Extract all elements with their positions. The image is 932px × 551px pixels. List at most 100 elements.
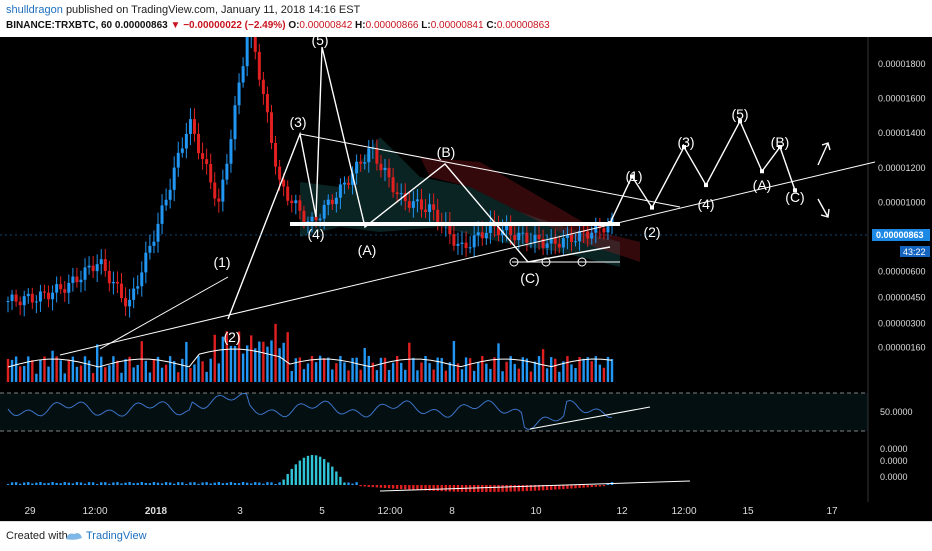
candle-body [63, 289, 66, 293]
macd-bar [505, 485, 507, 492]
macd-bar [509, 485, 511, 492]
candle-body [424, 210, 427, 212]
volume-bar [469, 358, 471, 382]
volume-bar [611, 359, 613, 382]
volume-bar [242, 354, 244, 382]
wave-label: (B) [771, 134, 790, 150]
tradingview-brand-link[interactable]: TradingView [86, 530, 147, 542]
macd-bar [355, 482, 357, 485]
volume-bar [315, 362, 317, 382]
volume-bar [128, 357, 130, 382]
macd-bar [161, 483, 163, 485]
macd-bar [258, 483, 260, 485]
volume-bar [331, 369, 333, 382]
macd-bar [445, 485, 447, 491]
macd-bar [72, 483, 74, 485]
volume-bar [120, 373, 122, 382]
volume-bar [282, 343, 284, 382]
volume-bar [509, 356, 511, 382]
macd-bar [116, 482, 118, 485]
volume-bar [420, 362, 422, 382]
candle-body [428, 204, 431, 212]
volume-bar [201, 361, 203, 382]
up-arrow-icon [818, 143, 830, 165]
macd-bar [55, 483, 57, 485]
x-tick-label: 12:00 [671, 506, 696, 517]
wave-label: (3) [677, 134, 694, 150]
macd-bar [43, 483, 45, 485]
macd-bar [218, 482, 220, 485]
volume-bar [84, 356, 86, 382]
macd-bar [104, 482, 106, 485]
candle-body [298, 200, 301, 210]
volume-bar [416, 370, 418, 382]
macd-bar [574, 485, 576, 488]
candle-body [570, 234, 573, 242]
volume-bar [376, 370, 378, 382]
volume-bar [465, 357, 467, 382]
candle-body [278, 167, 281, 180]
macd-tick-label: 0.0000 [880, 444, 908, 454]
close-value: 0.00000863 [497, 20, 550, 31]
macd-bar [392, 485, 394, 489]
candle-body [67, 283, 70, 293]
volume-bar [453, 341, 455, 382]
candle-body [169, 190, 172, 200]
macd-bar [185, 484, 187, 485]
candle-body [270, 112, 273, 143]
candle-body [367, 148, 370, 162]
chart-canvas[interactable]: 0.000020000.000018000.000016000.00001400… [0, 37, 932, 521]
candle-body [331, 200, 334, 204]
candle-body [132, 289, 135, 300]
candle-body [558, 244, 561, 248]
candle-body [538, 235, 541, 239]
macd-bar [266, 482, 268, 485]
candle-body [55, 284, 58, 293]
volume-bar [603, 368, 605, 382]
volume-bar [88, 360, 90, 382]
macd-bar [408, 485, 410, 490]
volume-bar [161, 368, 163, 382]
volume-bar [526, 358, 528, 382]
volume-bar [266, 347, 268, 382]
wave-label: (3) [289, 114, 306, 130]
wave-label: (4) [307, 226, 324, 242]
volume-bar [124, 359, 126, 382]
macd-bar [274, 484, 276, 485]
wave-label: (2) [643, 224, 660, 240]
x-tick-label: 10 [530, 506, 542, 517]
macd-bar [7, 484, 9, 485]
macd-bar [201, 482, 203, 485]
macd-bar [128, 482, 130, 485]
candle-body [96, 264, 99, 271]
macd-bar [599, 485, 601, 486]
candle-body [416, 199, 419, 201]
candle-body [274, 143, 277, 167]
wave-label: (1) [625, 168, 642, 184]
y-tick-label: 0.00000600 [878, 267, 926, 277]
candle-body [161, 205, 164, 223]
macd-bar [384, 485, 386, 488]
candle-body [88, 266, 91, 268]
volume-bar [287, 332, 289, 382]
candle-body [554, 238, 557, 244]
volume-bar [368, 356, 370, 382]
open-value: 0.00000842 [299, 20, 352, 31]
macd-bar [254, 482, 256, 485]
macd-bar [412, 485, 414, 490]
macd-bar [165, 482, 167, 485]
volume-bar [359, 370, 361, 382]
volume-bar [234, 346, 236, 382]
macd-bar [124, 483, 126, 485]
volume-bar [489, 369, 491, 382]
projection-node [760, 169, 764, 173]
author-link[interactable]: shulldragon [6, 4, 63, 16]
projection-node [704, 183, 708, 187]
y-tick-label: 0.00000160 [878, 343, 926, 353]
volume-bar [258, 342, 260, 382]
volume-bar [165, 365, 167, 382]
volume-bar [566, 356, 568, 382]
candle-body [335, 198, 338, 204]
macd-bar [376, 485, 378, 487]
volume-bar [392, 363, 394, 382]
